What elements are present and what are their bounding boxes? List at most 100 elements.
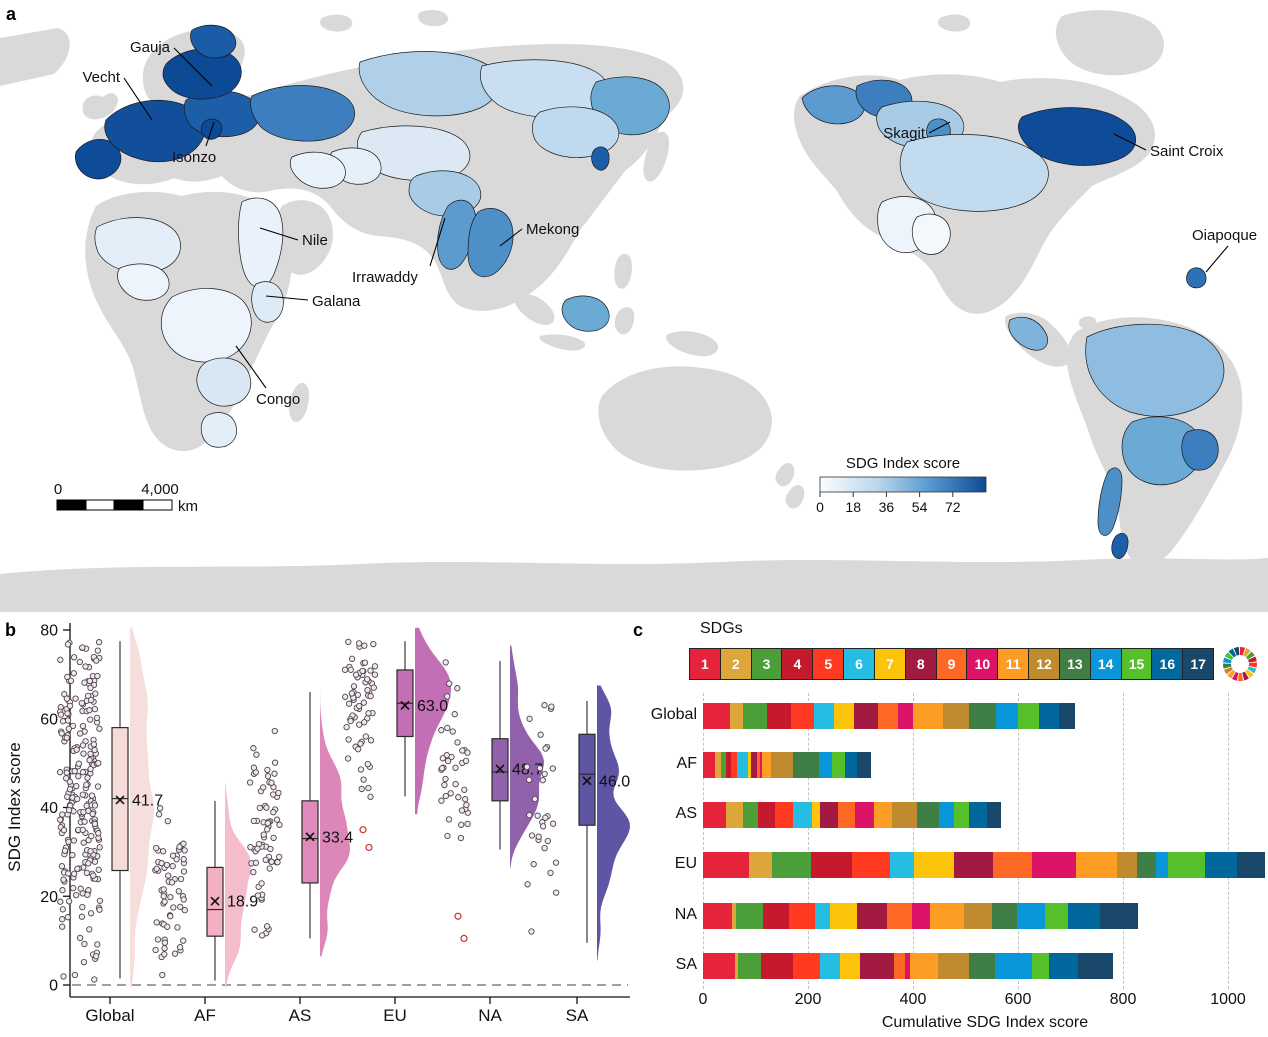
bar-segment-sdg-13 — [917, 802, 939, 828]
stacked-bar — [703, 903, 1268, 929]
scatter-point — [362, 733, 369, 740]
scatter-point — [66, 702, 74, 710]
bar-segment-sdg-14 — [996, 703, 1018, 729]
scatter-point — [153, 865, 160, 872]
stacked-bar — [703, 703, 1268, 729]
sdg-wheel-segment — [1246, 651, 1255, 660]
scatter-point — [92, 690, 99, 697]
bar-segment-sdg-5 — [851, 852, 891, 878]
sdg-wheel-segment — [1228, 648, 1237, 658]
bar-segment-sdg-10 — [855, 802, 874, 828]
scatter-point — [60, 826, 68, 834]
sdg-legend-square-7: 7 — [873, 648, 906, 680]
bar-segment-sdg-5 — [789, 903, 815, 929]
bar-segment-sdg-1 — [703, 852, 749, 878]
scatter-point — [70, 837, 78, 844]
scatter-point — [72, 695, 79, 702]
scatter-point — [76, 934, 84, 942]
panel-c-label: c — [633, 620, 644, 640]
y-tick-label: 80 — [40, 623, 58, 640]
legend-tick-36: 36 — [879, 499, 895, 515]
scatter-point — [56, 769, 64, 776]
basin-label-vecht: Vecht — [82, 69, 120, 86]
bar-segment-sdg-12 — [891, 802, 918, 828]
basin-label-nile: Nile — [302, 232, 328, 249]
scatter-point — [153, 919, 160, 926]
outlier-point — [460, 934, 468, 943]
bar-segment-sdg-16 — [1038, 703, 1059, 729]
scatter-point — [96, 906, 103, 913]
scatter-point — [549, 820, 557, 827]
scatter-point — [85, 860, 92, 867]
scatter-point — [250, 764, 258, 771]
raincloud-panel: 0 20 40 60 80 SDG Index score 41.7 Global 18.9 AF… — [0, 615, 634, 1032]
scatter-point — [273, 816, 281, 823]
scatter-point — [79, 722, 87, 730]
scatter-point — [438, 765, 446, 772]
bar-segment-sdg-4 — [758, 802, 775, 828]
scatter-point — [250, 868, 257, 876]
sdg-legend-row: 1 2 3 4 5 6 7 8 9 10 11 12 13 14 15 16 17 — [689, 645, 1259, 683]
sdg-legend-square-14: 14 — [1089, 648, 1122, 680]
scatter-point — [61, 847, 69, 854]
bar-segment-sdg-8 — [856, 903, 888, 929]
scatter-point — [356, 702, 363, 710]
scatter-point — [264, 826, 271, 833]
bar-segment-sdg-17 — [1100, 903, 1138, 929]
scatter-point — [161, 898, 168, 905]
bar-segment-sdg-7 — [748, 752, 752, 778]
map-legend-title: SDG Index score — [846, 455, 960, 472]
scatter-point — [544, 837, 551, 845]
mean-value-label: 33.4 — [322, 829, 353, 846]
scatter-point — [364, 686, 371, 694]
bar-segment-sdg-3 — [742, 703, 768, 729]
scatter-point — [264, 766, 271, 774]
scatter-point — [247, 843, 254, 851]
scatter-point — [87, 848, 94, 855]
scatter-point — [65, 870, 72, 877]
scatter-point — [371, 663, 379, 670]
bar-segment-sdg-6 — [793, 802, 812, 828]
scatter-point — [260, 784, 267, 791]
scatter-point — [175, 888, 182, 895]
sdg-wheel-segment — [1224, 652, 1234, 660]
scatter-point — [62, 775, 70, 782]
bar-segment-sdg-14 — [819, 752, 833, 778]
scatter-point — [446, 680, 453, 687]
basin-label-galana: Galana — [312, 293, 361, 310]
sdg-legend-title: SDGs — [700, 620, 743, 637]
scatter-point — [65, 898, 73, 905]
bar-segment-sdg-13 — [792, 752, 820, 778]
scatter-point — [73, 746, 80, 753]
scatter-point — [94, 647, 101, 654]
scatter-point — [59, 916, 66, 923]
scatter-point — [355, 640, 363, 647]
bar-segment-sdg-8 — [954, 852, 994, 878]
scatter-point — [86, 707, 93, 714]
scatter-point — [275, 789, 282, 797]
mean-marker — [582, 776, 592, 786]
scatter-point — [180, 868, 188, 875]
world-map-panel: Gauja Vecht Isonzo Nile Galana Congo Irr… — [0, 10, 1268, 612]
scatter-point — [67, 677, 75, 684]
bar-segment-sdg-4 — [811, 852, 852, 878]
scatter-point — [59, 906, 66, 913]
scatter-point — [160, 886, 167, 893]
bar-row-label: NA — [674, 906, 697, 923]
basin-label-isonzo: Isonzo — [172, 149, 216, 166]
y-tick-label: 0 — [49, 978, 58, 995]
scatter-point — [91, 976, 98, 983]
raincloud-chart: 0 20 40 60 80 SDG Index score 41.7 Global 18.9 AF… — [5, 623, 630, 1026]
bar-segment-sdg-11 — [930, 903, 964, 929]
basin-label-irrawaddy: Irrawaddy — [352, 269, 418, 286]
scatter-point — [60, 973, 67, 980]
bar-segment-sdg-8 — [820, 802, 839, 828]
x-category-label: SA — [566, 1006, 589, 1025]
scatter-point — [535, 833, 542, 840]
scatter-point — [69, 722, 77, 730]
scatter-point — [442, 659, 449, 666]
scatter-point — [348, 655, 356, 662]
scatter-point — [70, 654, 78, 661]
scatter-point — [345, 638, 352, 646]
legend-tick-18: 18 — [845, 499, 861, 515]
